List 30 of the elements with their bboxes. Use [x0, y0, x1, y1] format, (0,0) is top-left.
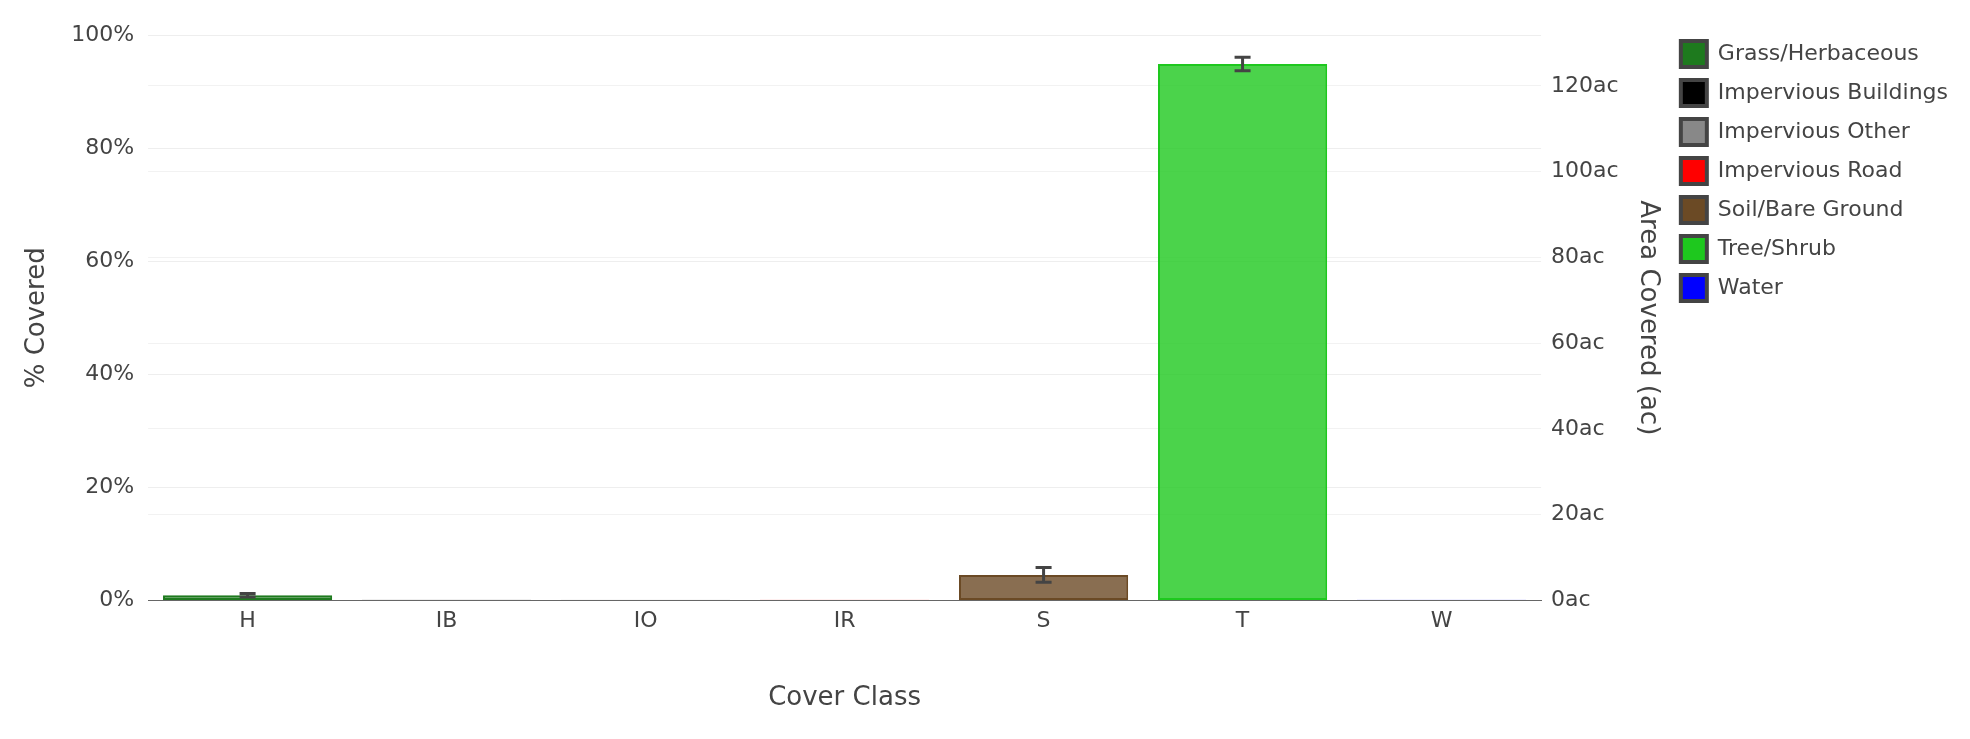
- x-tick-label: H: [239, 607, 256, 633]
- x-axis-title: Cover Class: [768, 681, 921, 712]
- y-axis-title: % Covered: [20, 247, 51, 389]
- x-tick-label: IR: [833, 607, 856, 633]
- y-tick-label: 100%: [71, 20, 135, 46]
- legend-label: Soil/Bare Ground: [1717, 195, 1904, 221]
- x-tick-label: W: [1430, 607, 1453, 633]
- x-tick-label: T: [1234, 607, 1250, 633]
- y-tick-label: 80%: [85, 133, 135, 159]
- legend-label: Water: [1717, 273, 1784, 299]
- y-tick-label: 0%: [99, 586, 135, 612]
- y2-tick-label: 20ac: [1551, 500, 1605, 526]
- legend-label: Impervious Road: [1717, 156, 1903, 182]
- x-tick-label: IB: [435, 607, 458, 633]
- y2-axis-title: Area Covered (ac): [1635, 200, 1666, 436]
- y-tick-label: 60%: [85, 247, 135, 272]
- y2-tick-label: 60ac: [1551, 328, 1605, 354]
- y2-tick-label: 0ac: [1551, 586, 1591, 612]
- y2-tick-label: 40ac: [1551, 414, 1605, 440]
- y2-tick-label: 80ac: [1551, 243, 1605, 269]
- x-tick-label: IO: [633, 607, 658, 633]
- x-tick-label: S: [1036, 607, 1051, 633]
- legend-label: Tree/Shrub: [1716, 234, 1836, 260]
- y-tick-label: 20%: [85, 473, 135, 499]
- y-tick-label: 40%: [85, 360, 135, 386]
- legend-label: Impervious Other: [1717, 117, 1911, 143]
- legend-label: Impervious Buildings: [1717, 78, 1949, 104]
- y2-tick-label: 100ac: [1551, 157, 1619, 183]
- y2-tick-label: 120ac: [1551, 71, 1619, 97]
- legend-label: Grass/Herbaceous: [1717, 39, 1919, 65]
